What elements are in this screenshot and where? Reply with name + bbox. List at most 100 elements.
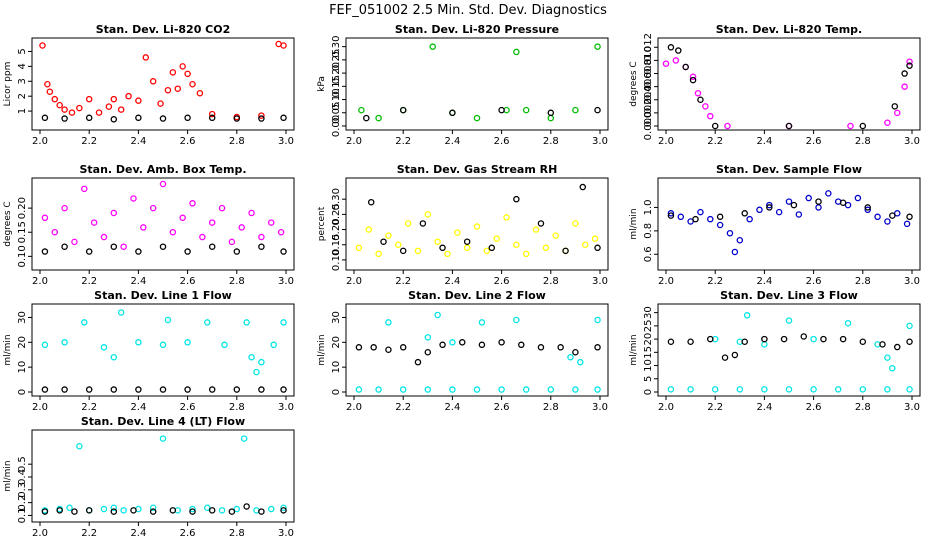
- data-point: [716, 213, 724, 221]
- y-tick-label: 1: [17, 108, 28, 114]
- panels: Stan. Dev. Li-820 CO2 2.0 2.2 2.4 2.6 2.8 3.0 1…: [3, 23, 921, 539]
- data-point: [493, 235, 500, 242]
- data-point: [594, 344, 601, 351]
- x-tick-label: 2.2: [707, 136, 723, 147]
- data-point: [820, 335, 827, 343]
- data-point: [711, 386, 719, 393]
- y-tick-label: 0.4: [17, 469, 28, 485]
- data-point: [233, 115, 241, 122]
- data-point: [184, 70, 191, 78]
- x-tick-label: 2.0: [658, 276, 674, 287]
- data-point: [365, 226, 373, 233]
- data-point: [233, 248, 241, 255]
- data-point: [267, 219, 275, 226]
- chart-panel: Stan. Dev. Gas Stream RH 2.0 2.2 2.4 2.6 2.8 3…: [317, 163, 609, 287]
- x-tick-label: 2.0: [346, 276, 362, 287]
- data-point: [483, 247, 491, 255]
- data-point: [385, 346, 392, 354]
- data-point: [825, 190, 832, 197]
- data-point: [228, 238, 236, 246]
- data-point: [577, 358, 584, 366]
- data-point: [258, 233, 265, 241]
- x-tick-label: 2.8: [543, 276, 559, 287]
- y-tick-label: 0.010: [643, 46, 654, 75]
- data-point: [707, 215, 714, 223]
- x-tick-label: 2.4: [444, 402, 460, 413]
- data-point: [117, 309, 125, 316]
- data-point: [874, 213, 881, 221]
- data-point: [434, 238, 441, 245]
- data-point: [184, 114, 191, 122]
- data-point: [277, 228, 285, 236]
- data-point: [208, 386, 216, 393]
- y-tick-label: 0.1: [17, 507, 28, 523]
- y-tick-label: 30: [643, 306, 654, 319]
- data-point: [81, 319, 88, 326]
- plot-frame: [345, 303, 609, 397]
- data-point: [906, 58, 913, 65]
- data-point: [218, 204, 226, 212]
- data-point: [741, 338, 748, 345]
- data-point: [513, 195, 520, 203]
- y-tick-label: 0: [331, 389, 342, 395]
- data-point: [179, 214, 186, 222]
- y-tick-label: 0.3: [17, 482, 28, 498]
- data-point: [233, 505, 241, 513]
- data-point: [280, 319, 287, 326]
- data-point: [105, 103, 113, 110]
- data-point: [110, 386, 118, 393]
- data-point: [385, 319, 392, 326]
- data-point: [736, 236, 744, 244]
- data-point: [90, 219, 98, 226]
- x-tick-label: 2.8: [229, 276, 245, 287]
- data-point: [572, 106, 579, 114]
- data-point: [591, 235, 599, 242]
- data-point: [594, 43, 601, 50]
- data-point: [179, 63, 186, 70]
- data-point: [844, 201, 852, 209]
- data-point: [399, 106, 407, 114]
- y-tick-label: 15: [643, 346, 654, 359]
- data-point: [542, 244, 550, 252]
- panel-title: Stan. Dev. Li-820 Temp.: [716, 23, 862, 36]
- y-tick-label: 0.15: [331, 234, 342, 256]
- x-tick-label: 2.2: [395, 136, 411, 147]
- x-tick-label: 2.6: [180, 136, 196, 147]
- data-point: [424, 334, 432, 341]
- data-point: [473, 386, 481, 393]
- data-point: [76, 442, 83, 450]
- data-point: [56, 507, 63, 514]
- y-axis-label: ml/min: [629, 334, 639, 365]
- data-point: [675, 47, 682, 54]
- data-point: [208, 243, 216, 250]
- y-tick-label: 0.5: [17, 456, 28, 472]
- data-point: [61, 115, 68, 122]
- x-tick-label: 2.4: [130, 136, 146, 147]
- data-point: [810, 386, 817, 393]
- data-point: [110, 243, 118, 250]
- x-tick-label: 2.4: [444, 136, 460, 147]
- data-point: [702, 103, 709, 110]
- data-point: [662, 60, 670, 67]
- data-point: [498, 106, 505, 114]
- y-tick-label: 0.2: [17, 495, 28, 511]
- data-point: [756, 206, 763, 214]
- data-point: [726, 229, 734, 237]
- y-axis-label: ml/min: [3, 334, 13, 365]
- data-point: [51, 95, 59, 103]
- data-point: [478, 319, 486, 326]
- data-point: [85, 114, 93, 122]
- y-tick-label: 20: [331, 336, 342, 349]
- y-tick-label: 0.10: [17, 245, 28, 267]
- x-tick-label: 2.2: [395, 276, 411, 287]
- y-axis-label: Licor ppm: [3, 62, 13, 107]
- data-point: [380, 238, 387, 245]
- data-point: [449, 386, 456, 393]
- data-point: [567, 353, 574, 361]
- data-point: [169, 69, 177, 76]
- data-point: [859, 338, 867, 345]
- x-tick-label: 2.8: [229, 528, 245, 539]
- data-point: [61, 386, 68, 393]
- data-point: [280, 504, 287, 511]
- data-point: [785, 198, 793, 205]
